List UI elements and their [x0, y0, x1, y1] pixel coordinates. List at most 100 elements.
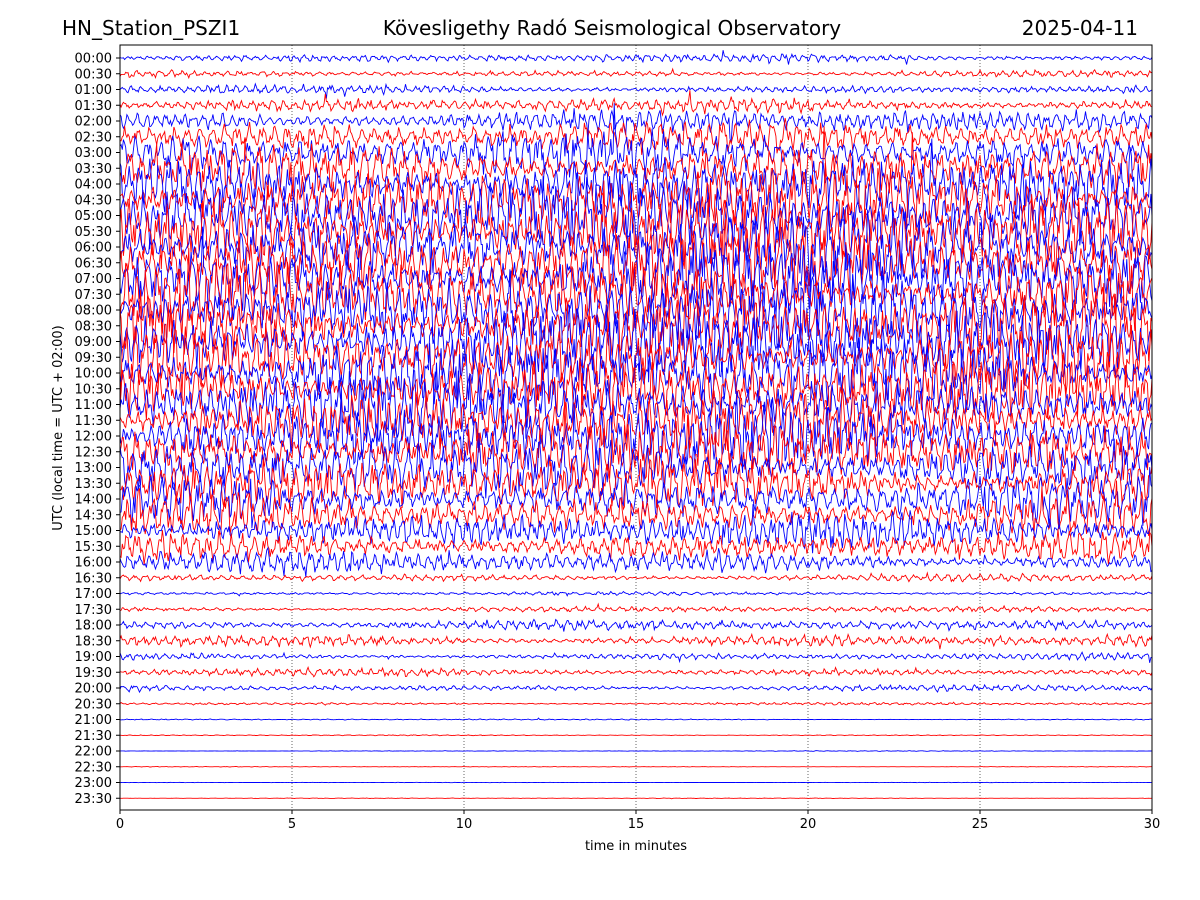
- trace-04:30: [120, 162, 1152, 232]
- x-tick-label-15: 15: [628, 817, 645, 832]
- trace-16:30: [120, 571, 1152, 583]
- trace-15:30: [120, 529, 1152, 565]
- row-label-11:30: 11:30: [75, 414, 112, 429]
- x-tick-label-25: 25: [972, 817, 989, 832]
- x-tick-label-0: 0: [116, 817, 124, 832]
- row-label-18:00: 18:00: [75, 619, 112, 634]
- row-label-13:30: 13:30: [75, 477, 112, 492]
- trace-15:00: [120, 504, 1152, 554]
- row-label-04:00: 04:00: [75, 178, 112, 193]
- trace-19:00: [120, 651, 1152, 664]
- trace-02:30: [120, 117, 1152, 157]
- row-label-12:30: 12:30: [75, 445, 112, 460]
- trace-10:00: [120, 339, 1152, 439]
- row-label-21:30: 21:30: [75, 729, 112, 744]
- trace-12:00: [120, 383, 1152, 474]
- row-label-23:30: 23:30: [75, 792, 112, 807]
- trace-06:00: [120, 198, 1152, 292]
- row-label-19:00: 19:00: [75, 650, 112, 665]
- row-label-07:00: 07:00: [75, 272, 112, 287]
- row-label-01:00: 01:00: [75, 83, 112, 98]
- row-label-12:00: 12:00: [75, 430, 112, 445]
- trace-09:00: [120, 304, 1152, 383]
- row-label-17:00: 17:00: [75, 587, 112, 602]
- trace-20:30: [120, 701, 1152, 706]
- trace-05:00: [120, 169, 1152, 275]
- row-label-17:30: 17:30: [75, 603, 112, 618]
- row-label-08:00: 08:00: [75, 304, 112, 319]
- row-label-07:30: 07:30: [75, 288, 112, 303]
- row-label-20:00: 20:00: [75, 682, 112, 697]
- row-label-03:00: 03:00: [75, 146, 112, 161]
- row-label-16:30: 16:30: [75, 571, 112, 586]
- x-axis-label: time in minutes: [585, 839, 687, 854]
- trace-02:00: [120, 108, 1152, 144]
- trace-20:00: [120, 683, 1152, 694]
- row-label-14:00: 14:00: [75, 493, 112, 508]
- chart-title: Kövesligethy Radó Seismological Observat…: [382, 16, 842, 40]
- trace-17:00: [120, 590, 1152, 597]
- trace-21:30: [120, 734, 1152, 737]
- trace-10:30: [120, 353, 1152, 435]
- row-label-10:30: 10:30: [75, 382, 112, 397]
- row-label-18:30: 18:30: [75, 634, 112, 649]
- trace-13:00: [120, 437, 1152, 499]
- row-label-22:30: 22:30: [75, 760, 112, 775]
- row-label-05:00: 05:00: [75, 209, 112, 224]
- x-tick-label-10: 10: [456, 817, 473, 832]
- row-label-21:00: 21:00: [75, 713, 112, 728]
- trace-13:30: [120, 453, 1152, 511]
- trace-08:00: [120, 267, 1152, 353]
- row-label-08:30: 08:30: [75, 319, 112, 334]
- row-label-06:30: 06:30: [75, 256, 112, 271]
- trace-14:00: [120, 467, 1152, 529]
- x-axis: 0 5 10 15 20 25 30: [116, 810, 1160, 832]
- x-tick-label-5: 5: [288, 817, 296, 832]
- trace-03:00: [120, 103, 1152, 178]
- row-label-22:00: 22:00: [75, 745, 112, 760]
- trace-16:00: [120, 546, 1152, 577]
- chart-date: 2025-04-11: [1021, 16, 1138, 40]
- trace-01:00: [120, 82, 1152, 99]
- row-label-11:00: 11:00: [75, 398, 112, 413]
- row-label-20:30: 20:30: [75, 697, 112, 712]
- trace-00:30: [120, 67, 1152, 80]
- x-tick-label-30: 30: [1144, 817, 1161, 832]
- row-label-16:00: 16:00: [75, 556, 112, 571]
- trace-05:30: [120, 180, 1152, 281]
- row-label-15:30: 15:30: [75, 540, 112, 555]
- row-label-13:00: 13:00: [75, 461, 112, 476]
- trace-09:30: [120, 322, 1152, 407]
- station-name: HN_Station_PSZI1: [62, 16, 241, 40]
- row-label-23:00: 23:00: [75, 776, 112, 791]
- trace-01:30: [120, 90, 1152, 117]
- row-label-04:30: 04:30: [75, 193, 112, 208]
- row-label-03:30: 03:30: [75, 162, 112, 177]
- row-label-14:30: 14:30: [75, 508, 112, 523]
- row-label-00:30: 00:30: [75, 67, 112, 82]
- trace-12:30: [120, 403, 1152, 489]
- trace-group: [120, 50, 1152, 800]
- trace-17:30: [120, 602, 1152, 614]
- row-label-00:00: 00:00: [75, 52, 112, 67]
- y-axis-label: UTC (local time = UTC + 02:00): [51, 325, 66, 530]
- trace-22:00: [120, 750, 1152, 752]
- trace-18:30: [120, 632, 1152, 650]
- row-label-01:30: 01:30: [75, 99, 112, 114]
- row-label-02:00: 02:00: [75, 115, 112, 130]
- trace-19:30: [120, 665, 1152, 678]
- row-label-02:30: 02:30: [75, 130, 112, 145]
- y-axis: 00:0000:3001:0001:3002:0002:3003:0003:30…: [75, 52, 120, 807]
- trace-14:30: [120, 480, 1152, 539]
- trace-22:30: [120, 766, 1152, 768]
- row-label-15:00: 15:00: [75, 524, 112, 539]
- x-tick-label-20: 20: [800, 817, 817, 832]
- trace-21:00: [120, 717, 1152, 721]
- row-label-19:30: 19:30: [75, 666, 112, 681]
- row-label-05:30: 05:30: [75, 225, 112, 240]
- trace-23:00: [120, 781, 1152, 784]
- trace-00:00: [120, 50, 1152, 65]
- row-label-09:00: 09:00: [75, 335, 112, 350]
- row-label-06:00: 06:00: [75, 241, 112, 256]
